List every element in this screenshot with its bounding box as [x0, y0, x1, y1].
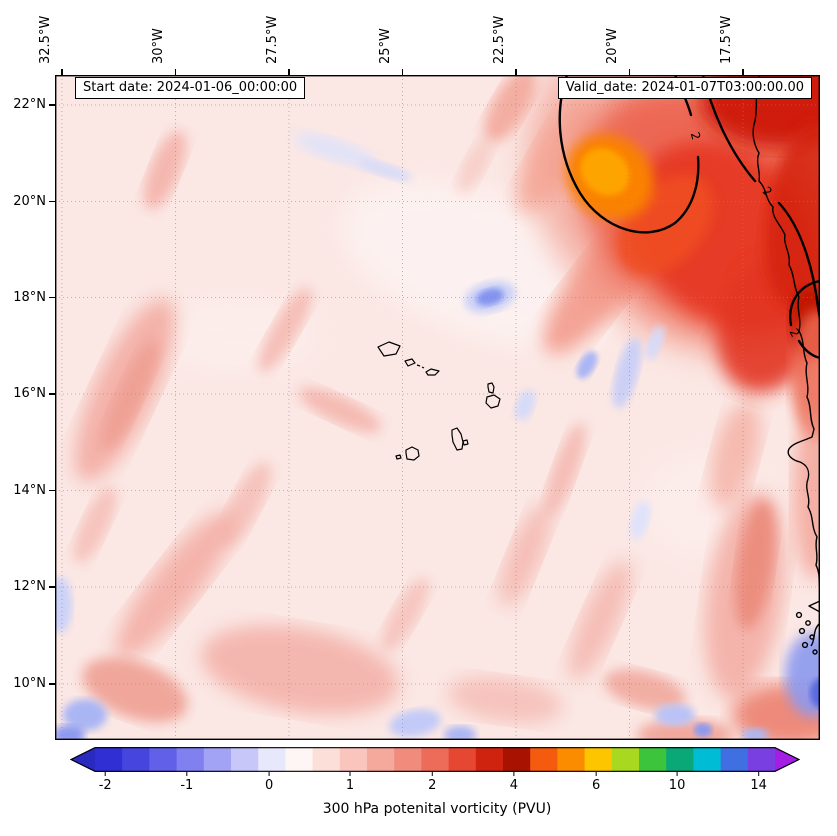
colorbar-segment	[475, 747, 504, 772]
colorbar	[69, 747, 801, 781]
cape-verde-islands	[377, 341, 501, 461]
x-tick	[742, 69, 744, 75]
pv-maximum-northeast	[517, 75, 820, 580]
colorbar-segment	[339, 747, 368, 772]
colorbar-segment	[231, 747, 259, 772]
y-tick-label: 12°N	[13, 579, 46, 594]
x-tick-label: 20°W	[605, 28, 620, 64]
x-tick	[61, 69, 63, 75]
start-date-box: Start date: 2024-01-06_00:00:00	[75, 77, 306, 99]
colorbar-segment	[176, 747, 205, 772]
plot-border	[55, 75, 820, 740]
colorbar-segment	[258, 747, 286, 772]
pv-positive-streaks	[73, 75, 820, 740]
contour-label: 2	[688, 130, 704, 141]
x-tick	[288, 69, 290, 75]
y-tick-label: 22°N	[13, 97, 46, 112]
colorbar-segment	[720, 747, 749, 772]
x-tick-label: 25°W	[378, 28, 393, 64]
pv-map-panel: 2 2 2	[55, 75, 820, 740]
y-tick	[49, 104, 55, 106]
colorbar-segment	[285, 747, 314, 772]
colorbar-segment	[611, 747, 640, 772]
x-tick	[515, 69, 517, 75]
y-tick-label: 14°N	[13, 482, 46, 498]
colorbar-segment	[530, 747, 558, 772]
x-tick-label: 30°W	[151, 28, 166, 64]
colorbar-left-arrow	[70, 747, 95, 772]
valid-date-box: Valid_date: 2024-01-07T03:00:00.00	[557, 77, 812, 99]
colorbar-segment	[312, 747, 341, 772]
colorbar-segment	[557, 747, 586, 772]
y-tick-label: 10°N	[13, 676, 46, 691]
x-tick-label: 17.5°W	[718, 15, 734, 64]
y-tick	[49, 683, 55, 685]
y-tick-label: 16°N	[13, 386, 46, 401]
colorbar-outline	[69, 747, 801, 772]
x-tick-label: 32.5°W	[37, 15, 53, 64]
colorbar-segment	[584, 747, 613, 772]
colorbar-segment	[203, 747, 232, 772]
y-tick	[49, 393, 55, 395]
x-tick	[401, 69, 404, 75]
gridlines	[55, 75, 820, 740]
colorbar-segment	[367, 747, 395, 772]
y-tick	[49, 489, 55, 492]
colorbar-segment	[639, 747, 667, 772]
colorbar-segments	[95, 747, 776, 772]
colorbar-axis-label: 300 hPa potenital vorticity (PVU)	[322, 801, 552, 817]
colorbar-segment	[503, 747, 531, 772]
y-tick-label: 18°N	[13, 289, 46, 305]
colorbar-segment	[448, 747, 477, 772]
colorbar-segment	[421, 747, 450, 772]
y-tick	[49, 296, 55, 299]
colorbar-segment	[95, 747, 123, 772]
x-tick-label: 22.5°W	[491, 15, 507, 64]
colorbar-right-arrow	[775, 747, 800, 772]
colorbar-segment	[394, 747, 422, 772]
colorbar-segment	[666, 747, 694, 772]
coastline-west-africa	[752, 75, 820, 655]
colorbar-segment	[693, 747, 722, 772]
x-tick	[174, 69, 177, 75]
colorbar-ticks	[104, 772, 760, 776]
y-tick-label: 20°N	[13, 193, 46, 209]
y-tick	[49, 586, 55, 588]
colorbar-segment	[747, 747, 776, 772]
x-tick	[628, 69, 631, 75]
colorbar-segment	[122, 747, 150, 772]
x-tick-label: 27.5°W	[264, 15, 280, 64]
y-tick	[49, 200, 55, 203]
pv-negative-patches	[55, 133, 820, 740]
colorbar-segment	[149, 747, 178, 772]
colorbar-svg	[69, 747, 801, 776]
